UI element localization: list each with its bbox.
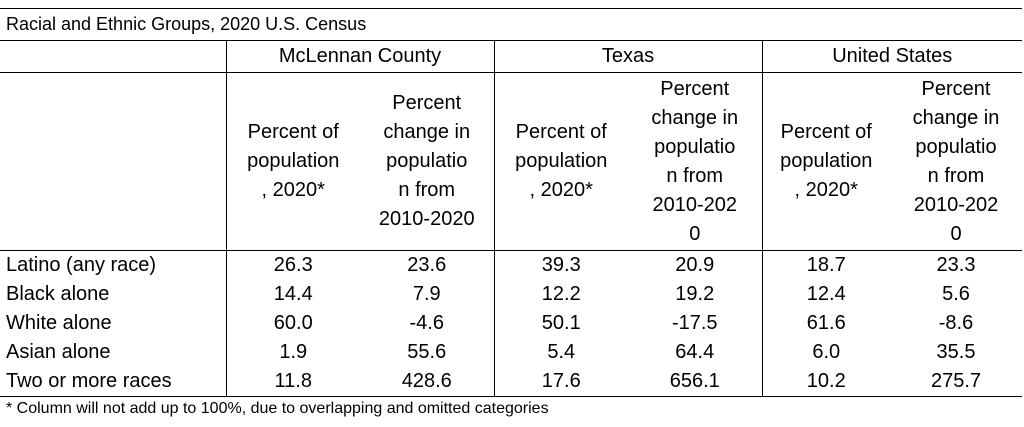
table-row: Black alone 14.4 7.9 12.2 19.2 12.4 5.6 [0,280,1022,309]
table-row: Asian alone 1.9 55.6 5.4 64.4 6.0 35.5 [0,338,1022,367]
subheader-row: Percent of population , 2020* Percent ch… [0,72,1023,251]
table-cell: 18.7 [761,250,890,280]
table-cell: -17.5 [671,312,718,334]
subheader-mclennan-percent: Percent of population , 2020* [247,121,340,201]
table-cell: 7.9 [412,283,441,305]
subheader-cell: Percent of population , 2020* [493,72,628,251]
table-cell: 11.8 [225,367,360,397]
subheader-us-percent: Percent of population , 2020* [780,121,873,201]
table-cell: 5.4 [493,338,628,367]
table-cell: 23.6 [407,254,447,276]
table-cell: 5.6 [942,283,970,305]
group-header-row: McLennan County Texas United States [0,40,1023,73]
row-label: Black alone [6,283,110,305]
table-title: Racial and Ethnic Groups, 2020 U.S. Cens… [0,8,1023,41]
empty-subheader-cell [0,72,226,251]
subheader-cell: Percent change in populatio n from 2010-… [360,72,494,251]
row-label: White alone [6,312,112,334]
table-cell: 17.6 [493,367,628,397]
table-cell: 26.3 [225,250,360,280]
row-label: Latino (any race) [6,254,157,276]
table-cell: 64.4 [675,341,715,363]
table-cell: 12.2 [493,280,628,309]
subheader-mclennan-change: Percent change in populatio n from 2010-… [378,92,475,230]
subheader-texas-change: Percent change in populatio n from 2010-… [651,77,739,245]
group-header-united-states: United States [761,40,1023,73]
table-cell: 428.6 [360,367,494,397]
subheader-cell: Percent change in populatio n from 2010-… [628,72,762,251]
table-title-row: Racial and Ethnic Groups, 2020 U.S. Cens… [0,8,1023,41]
row-label: Two or more races [0,367,226,397]
footnote-row: * Column will not add up to 100%, due to… [0,397,1022,422]
table-cell: 20.9 [675,254,715,276]
table-cell: 39.3 [493,250,628,280]
table-cell: 12.4 [761,280,890,309]
table-cell: -4.6 [409,312,444,334]
table-cell: 61.6 [761,309,890,338]
group-header-texas: Texas [493,40,762,73]
group-header-mclennan: McLennan County [225,40,494,73]
table-cell: 6.0 [761,338,890,367]
table-cell: 275.7 [890,367,1023,397]
table-cell: 23.3 [936,254,976,276]
table-cell: 14.4 [225,280,360,309]
subheader-cell: Percent change in populatio n from 2010-… [890,72,1023,251]
subheader-cell: Percent of population , 2020* [761,72,890,251]
empty-header-cell [0,40,226,73]
table-row: Two or more races 11.8 428.6 17.6 656.1 … [0,367,1023,397]
subheader-texas-percent: Percent of population , 2020* [515,121,608,201]
table-footnote: * Column will not add up to 100%, due to… [6,400,549,417]
subheader-cell: Percent of population , 2020* [225,72,360,251]
table-cell: 19.2 [675,283,715,305]
table-cell: 656.1 [628,367,762,397]
table-cell: 60.0 [225,309,360,338]
census-table: Racial and Ethnic Groups, 2020 U.S. Cens… [0,8,1023,422]
row-label: Asian alone [6,341,111,363]
table-cell: 1.9 [225,338,360,367]
subheader-us-change: Percent change in populatio n from 2010-… [912,77,1000,245]
table-cell: 50.1 [493,309,628,338]
table-row: White alone 60.0 -4.6 50.1 -17.5 61.6 -8… [0,309,1022,338]
table-cell: 35.5 [936,341,976,363]
table-cell: -8.6 [938,312,974,334]
table-row: Latino (any race) 26.3 23.6 39.3 20.9 18… [0,250,1022,280]
table-cell: 10.2 [761,367,890,397]
table-cell: 55.6 [407,341,447,363]
